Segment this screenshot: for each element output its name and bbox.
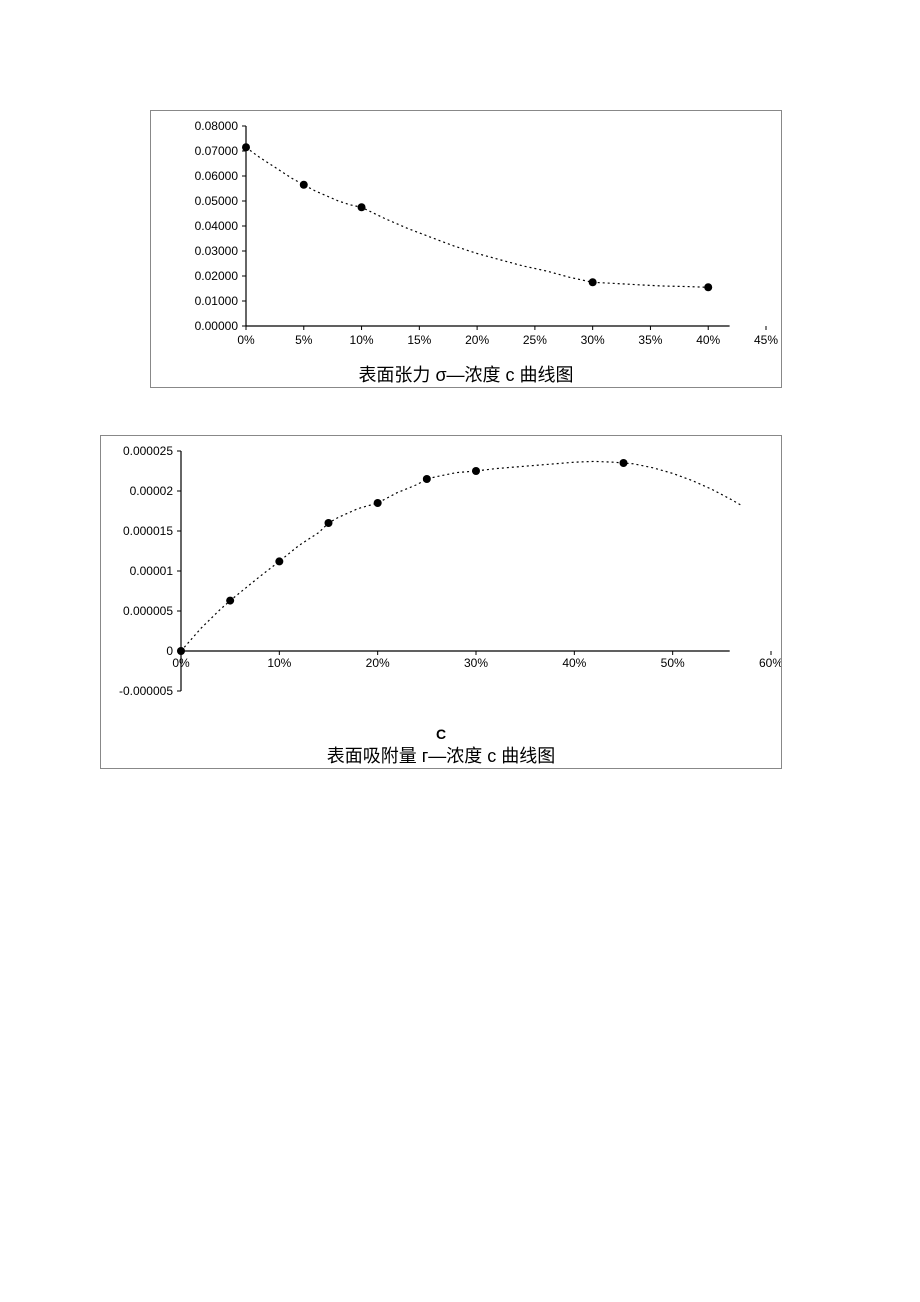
svg-text:50%: 50% (661, 656, 685, 670)
svg-text:35%: 35% (638, 333, 662, 347)
svg-text:40%: 40% (562, 656, 586, 670)
svg-text:0%: 0% (172, 656, 190, 670)
chart2-plot: -0.00000500.0000050.000010.0000150.00002… (101, 436, 781, 726)
svg-text:0.00002: 0.00002 (130, 484, 174, 498)
svg-text:45%: 45% (754, 333, 778, 347)
svg-text:0.000015: 0.000015 (123, 524, 173, 538)
svg-text:0%: 0% (237, 333, 255, 347)
svg-text:0.000025: 0.000025 (123, 444, 173, 458)
svg-text:0.01000: 0.01000 (195, 294, 239, 308)
svg-text:0.00001: 0.00001 (130, 564, 174, 578)
svg-text:0.03000: 0.03000 (195, 244, 239, 258)
svg-text:0.02000: 0.02000 (195, 269, 239, 283)
svg-text:5%: 5% (295, 333, 313, 347)
svg-text:0.08000: 0.08000 (195, 119, 239, 133)
svg-text:25%: 25% (523, 333, 547, 347)
svg-text:0.05000: 0.05000 (195, 194, 239, 208)
svg-text:30%: 30% (581, 333, 605, 347)
chart1-plot: 0.00000 0.01000 0.02000 0.03000 0.04000 0.050… (151, 111, 781, 361)
chart1-container: 0.00000 0.01000 0.02000 0.03000 0.04000 0.050… (150, 110, 782, 388)
chart2-container: -0.00000500.0000050.000010.0000150.00002… (100, 435, 782, 769)
chart2-title: 表面吸附量 г—浓度 c 曲线图 (101, 742, 781, 768)
svg-text:40%: 40% (696, 333, 720, 347)
svg-text:0.07000: 0.07000 (195, 144, 239, 158)
svg-text:15%: 15% (407, 333, 431, 347)
chart1-title: 表面张力 σ—浓度 c 曲线图 (151, 361, 781, 387)
page: 0.00000 0.01000 0.02000 0.03000 0.04000 0.050… (0, 0, 920, 1302)
svg-text:20%: 20% (366, 656, 390, 670)
svg-text:0.00000: 0.00000 (195, 319, 239, 333)
svg-text:10%: 10% (350, 333, 374, 347)
chart2-xlabel: C (101, 726, 781, 742)
svg-text:30%: 30% (464, 656, 488, 670)
svg-text:0.000005: 0.000005 (123, 604, 173, 618)
svg-text:0.04000: 0.04000 (195, 219, 239, 233)
svg-text:0.06000: 0.06000 (195, 169, 239, 183)
svg-text:60%: 60% (759, 656, 781, 670)
svg-text:-0.000005: -0.000005 (119, 684, 173, 698)
svg-text:20%: 20% (465, 333, 489, 347)
svg-text:10%: 10% (267, 656, 291, 670)
